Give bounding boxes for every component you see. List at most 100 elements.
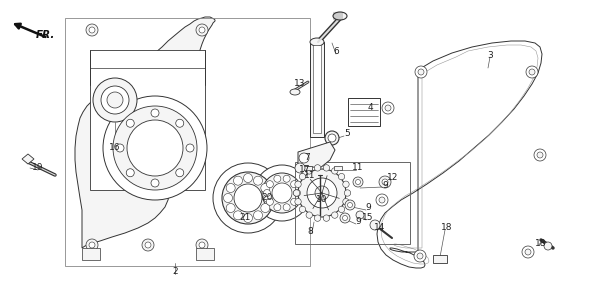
- Circle shape: [323, 165, 330, 171]
- Circle shape: [379, 197, 385, 203]
- Bar: [65, 18, 310, 266]
- Circle shape: [262, 173, 302, 213]
- Ellipse shape: [333, 12, 347, 20]
- Circle shape: [126, 119, 135, 127]
- Circle shape: [226, 203, 235, 213]
- Circle shape: [266, 181, 273, 188]
- Circle shape: [151, 109, 159, 117]
- Circle shape: [291, 181, 297, 188]
- Circle shape: [142, 239, 154, 251]
- Circle shape: [101, 86, 129, 114]
- Circle shape: [272, 183, 292, 203]
- Text: 9: 9: [365, 203, 371, 213]
- Circle shape: [370, 220, 380, 230]
- Circle shape: [244, 213, 253, 222]
- Circle shape: [274, 175, 281, 182]
- Circle shape: [283, 204, 290, 211]
- Circle shape: [291, 198, 297, 205]
- Circle shape: [356, 179, 360, 185]
- Polygon shape: [22, 154, 34, 164]
- Circle shape: [345, 200, 355, 210]
- Polygon shape: [82, 248, 100, 260]
- Circle shape: [418, 69, 424, 75]
- Text: 15: 15: [362, 213, 373, 222]
- Bar: [90, 50, 205, 190]
- Circle shape: [127, 120, 183, 176]
- Circle shape: [86, 239, 98, 251]
- Circle shape: [328, 134, 336, 142]
- Circle shape: [315, 186, 329, 200]
- Circle shape: [343, 181, 349, 188]
- Bar: [348, 98, 380, 126]
- Bar: [304, 166, 312, 170]
- Circle shape: [222, 172, 274, 224]
- Circle shape: [264, 194, 273, 203]
- Circle shape: [299, 206, 306, 213]
- Circle shape: [314, 215, 321, 221]
- Circle shape: [254, 176, 263, 185]
- Text: 18: 18: [535, 238, 547, 247]
- Circle shape: [224, 194, 232, 203]
- Circle shape: [537, 152, 543, 158]
- Text: 20: 20: [261, 194, 273, 203]
- Circle shape: [213, 163, 283, 233]
- Circle shape: [151, 179, 159, 187]
- Text: 16: 16: [109, 144, 121, 153]
- Circle shape: [116, 144, 124, 152]
- Circle shape: [343, 199, 349, 205]
- Circle shape: [226, 184, 235, 193]
- Circle shape: [338, 173, 345, 180]
- Circle shape: [522, 246, 534, 258]
- Circle shape: [266, 198, 273, 205]
- Bar: [313, 45, 321, 133]
- Circle shape: [199, 242, 205, 248]
- Text: 11: 11: [304, 170, 316, 179]
- Circle shape: [306, 212, 313, 218]
- Text: 19: 19: [32, 163, 44, 172]
- Circle shape: [314, 165, 321, 171]
- Circle shape: [379, 176, 391, 188]
- Circle shape: [353, 177, 363, 187]
- Circle shape: [417, 253, 423, 259]
- Circle shape: [89, 242, 95, 248]
- Text: 18: 18: [441, 224, 453, 232]
- Circle shape: [107, 92, 123, 108]
- Circle shape: [93, 78, 137, 122]
- Circle shape: [382, 179, 388, 185]
- Circle shape: [345, 190, 350, 196]
- Circle shape: [295, 181, 301, 188]
- Text: 14: 14: [374, 224, 386, 232]
- Circle shape: [261, 203, 270, 213]
- Circle shape: [306, 168, 313, 174]
- Bar: [310, 42, 324, 137]
- Circle shape: [126, 169, 135, 177]
- Circle shape: [415, 66, 427, 78]
- Text: 17: 17: [299, 166, 311, 175]
- Text: 8: 8: [307, 226, 313, 235]
- Circle shape: [196, 239, 208, 251]
- Bar: [433, 255, 447, 263]
- Circle shape: [299, 153, 309, 163]
- Text: 13: 13: [294, 79, 306, 88]
- Circle shape: [145, 242, 151, 248]
- Circle shape: [299, 173, 306, 180]
- Text: 4: 4: [367, 104, 373, 113]
- Circle shape: [298, 169, 346, 217]
- Circle shape: [356, 211, 364, 219]
- Circle shape: [340, 213, 350, 223]
- Circle shape: [86, 24, 98, 36]
- Circle shape: [385, 105, 391, 111]
- Circle shape: [196, 24, 208, 36]
- Text: 9: 9: [355, 218, 361, 226]
- Circle shape: [176, 119, 183, 127]
- Text: FR.: FR.: [36, 30, 55, 40]
- Circle shape: [254, 165, 310, 221]
- Circle shape: [274, 204, 281, 211]
- Circle shape: [534, 149, 546, 161]
- Circle shape: [382, 102, 394, 114]
- Circle shape: [544, 242, 552, 250]
- Text: 21: 21: [240, 213, 251, 222]
- Text: 2: 2: [172, 268, 178, 277]
- Circle shape: [186, 144, 194, 152]
- Circle shape: [295, 199, 301, 205]
